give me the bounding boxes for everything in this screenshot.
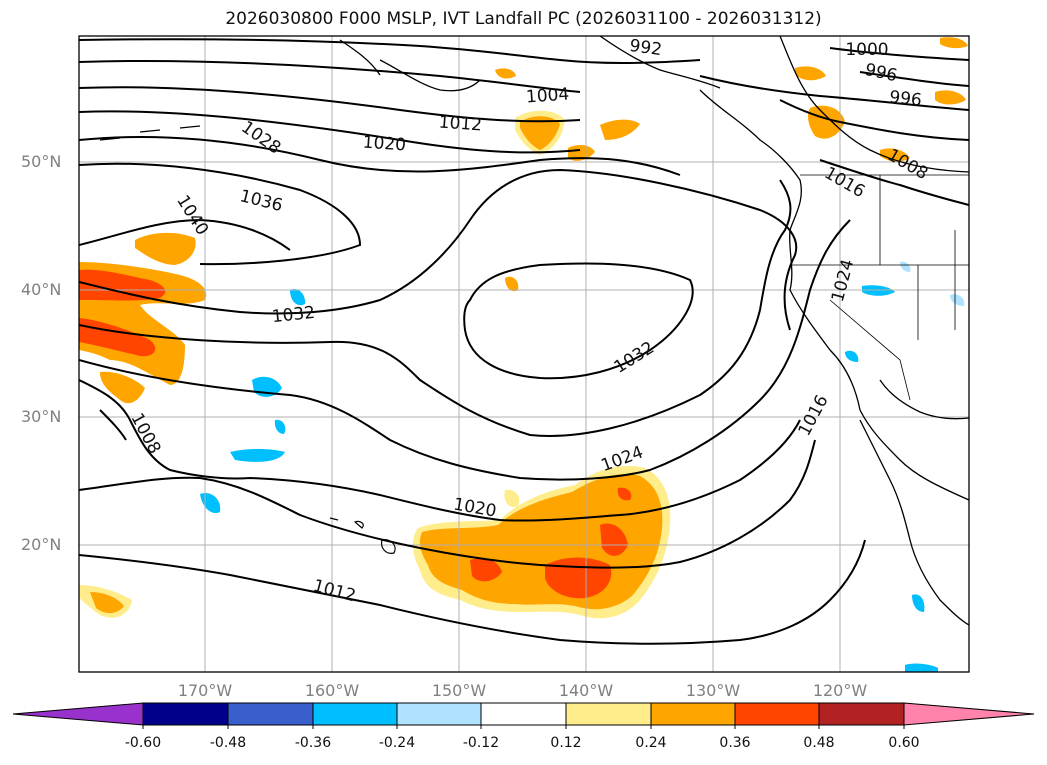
isobar-line [79,379,801,522]
ivt-negative-area [845,350,859,362]
isobar-line [79,179,792,437]
ivt-negative-area [274,419,286,434]
colorbar-tick-label: 0.12 [550,735,582,751]
ivt-positive-area [100,371,145,404]
ivt-negative-area [900,261,911,272]
map-frame [78,35,970,673]
ivt-negative-area [950,294,965,306]
isobar-line [829,47,969,61]
ivt-negative-area [912,594,925,612]
colorbar-segment [480,702,567,726]
isobar-label: 1032 [271,303,316,327]
isobar-line [699,75,969,111]
isobar-line [779,99,969,141]
isobar-line [79,539,866,645]
ivt-strong-area [470,558,502,582]
colorbar-segment [312,702,398,726]
lat-label: 30°N [21,407,62,426]
isobar-line [79,162,362,266]
lon-label: 130°W [685,681,741,700]
ivt-positive-area [807,105,845,139]
isobar-line [79,218,291,251]
ivt-positive-area [520,116,560,150]
ivt-positive-area [90,592,124,614]
ivt-positive-area [940,37,968,49]
isobar-line [79,110,581,154]
colorbar-segment [734,702,820,726]
colorbar-tick-label: -0.60 [124,735,162,751]
ivt-positive-area [568,145,595,161]
isobar-label: 992 [628,36,663,60]
colorbar-segment [396,702,482,726]
colorbar-tick-label: 0.24 [635,735,667,751]
isobar-label: 1020 [362,133,407,156]
ivt-positive-area [880,148,910,162]
lon-label: 140°W [558,681,614,700]
ivt-positive-area [600,119,640,140]
colorbar-segment [818,702,905,726]
ivt-negative-area [290,288,306,306]
isobar-label: 1004 [525,85,570,108]
ivt-negative-area [230,449,285,462]
isobars [79,38,969,645]
lon-label: 150°W [431,681,487,700]
colorbar-extend-right [903,702,1035,726]
ivt-positive-area [135,232,196,265]
lon-label: 170°W [177,681,233,700]
colorbar-segment [227,702,314,726]
state-borders [790,174,969,401]
colorbar-segment [142,702,229,726]
plot-title: 2026030800 F000 MSLP, IVT Landfall PC (2… [225,9,822,29]
ivt-positive-area [935,90,966,105]
ivt-negative-area [862,285,895,296]
isobar-line [79,168,798,331]
colorbar-tick-label: -0.12 [462,735,500,751]
colorbar-tick-label: 0.48 [803,735,835,751]
islands [99,125,396,554]
colorbar-tick-label: -0.24 [378,735,416,751]
ivt-shading [79,37,968,672]
colorbar-segment [650,702,736,726]
colorbar [12,702,1035,729]
isobar-line [79,135,681,176]
colorbar-tick-label: 0.36 [719,735,751,751]
lat-label: 20°N [21,535,62,554]
isobar-label: 1012 [438,113,483,136]
isobar-line [79,219,851,481]
lat-label: 40°N [21,280,62,299]
ivt-strong-area [79,318,156,357]
isobar-line [79,86,581,123]
ivt-strong-area [600,523,628,556]
colorbar-tick-label: -0.48 [209,735,247,751]
isobar-line [79,38,701,64]
ivt-negative-area [905,663,938,672]
ivt-positive-area [495,68,516,79]
colorbar-extend-left [12,702,144,726]
lon-label: 160°W [304,681,360,700]
ivt-strong-area [79,269,166,301]
isobar-line [819,159,969,206]
lon-label: 120°W [812,681,868,700]
colorbar-tick-label: 0.60 [888,735,920,751]
colorbar-tick-label: -0.36 [294,735,332,751]
isobar-line [79,59,581,93]
isobar-line [99,409,127,441]
lat-label: 50°N [21,152,62,171]
isobar-label: 996 [888,87,922,110]
isobar-line [79,439,816,569]
isobar-label: 1000 [845,40,888,60]
isobar-line [859,71,969,87]
ivt-weak-area [504,489,520,508]
ivt-strong-area [617,487,632,501]
colorbar-segment [565,702,652,726]
isobar-line [463,262,694,380]
ivt-positive-area [795,66,826,81]
ivt-positive-area [505,276,519,292]
